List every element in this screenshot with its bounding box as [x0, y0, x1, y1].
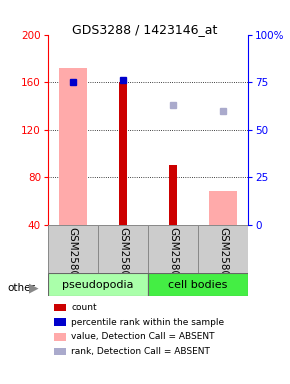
- Text: count: count: [71, 303, 97, 312]
- Text: cell bodies: cell bodies: [168, 280, 228, 290]
- Text: rank, Detection Call = ABSENT: rank, Detection Call = ABSENT: [71, 347, 210, 356]
- Bar: [48, 225, 98, 273]
- Bar: [148, 225, 198, 273]
- Bar: [148, 273, 248, 296]
- Text: GSM258091: GSM258091: [168, 227, 178, 290]
- Text: other: other: [7, 283, 35, 293]
- Bar: [98, 225, 148, 273]
- Text: GSM258092: GSM258092: [118, 227, 128, 290]
- Bar: [209, 191, 237, 225]
- Bar: [119, 82, 127, 225]
- Text: pseudopodia: pseudopodia: [62, 280, 134, 290]
- Text: ▶: ▶: [29, 281, 39, 294]
- Bar: [59, 68, 87, 225]
- Bar: [48, 273, 148, 296]
- Text: value, Detection Call = ABSENT: value, Detection Call = ABSENT: [71, 332, 215, 341]
- Text: percentile rank within the sample: percentile rank within the sample: [71, 318, 224, 327]
- Text: GDS3288 / 1423146_at: GDS3288 / 1423146_at: [72, 23, 218, 36]
- Bar: [169, 165, 177, 225]
- Bar: [198, 225, 248, 273]
- Text: GSM258093: GSM258093: [218, 227, 228, 290]
- Text: GSM258090: GSM258090: [68, 227, 78, 290]
